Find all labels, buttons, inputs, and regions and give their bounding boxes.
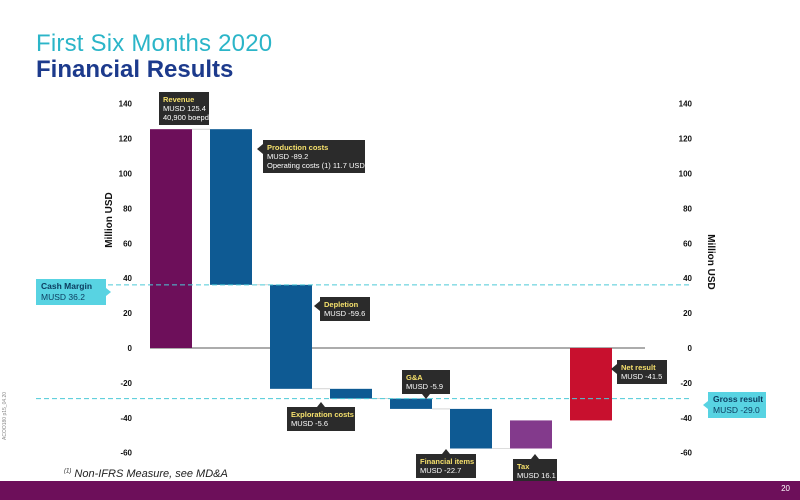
data-label-arrow [314, 301, 320, 311]
page-subtitle: First Six Months 2020 [36, 30, 273, 57]
bar-tax [510, 420, 552, 449]
data-label-value: MUSD -59.6 [324, 309, 365, 318]
data-label-arrow [611, 364, 617, 374]
data-label-value: MUSD -22.7 [420, 466, 461, 475]
ref-label-value: MUSD -29.0 [713, 405, 760, 415]
y-tick-right: 20 [683, 309, 692, 318]
y-tick-right: 120 [679, 135, 693, 144]
data-label-box-financial-items [416, 454, 476, 478]
data-label-value: MUSD 16.1 [517, 471, 556, 480]
data-label-box-depletion [320, 297, 370, 321]
data-label-value: Operating costs (1) 11.7 USD/boe [267, 161, 379, 170]
data-label-arrow [531, 454, 539, 459]
y-tick-right: -60 [680, 449, 692, 458]
data-label-title: Exploration costs [291, 410, 354, 419]
bar-production-costs [210, 129, 252, 285]
data-label-title: Production costs [267, 143, 328, 152]
footnote: (1) Non-IFRS Measure, see MD&A [64, 468, 228, 480]
data-label-title: Net result [621, 363, 656, 372]
y-tick-left: 140 [119, 100, 133, 109]
bar-exploration-costs [330, 388, 372, 399]
data-label-arrow [317, 402, 325, 407]
y-tick-right: 0 [688, 344, 693, 353]
data-label-arrow [422, 394, 430, 399]
bar-depletion [270, 284, 312, 389]
ref-label-title: Gross result [713, 394, 763, 404]
data-label-box-net-result [617, 360, 667, 384]
data-label-arrow [442, 449, 450, 454]
y-tick-left: 0 [128, 344, 133, 353]
y-axis-title-right: Million USD [705, 234, 716, 290]
ref-box-cash-margin [36, 279, 106, 305]
data-label-title: Tax [517, 462, 530, 471]
y-tick-left: 20 [123, 309, 132, 318]
data-label-arrow [257, 144, 263, 154]
data-label-value: MUSD -5.9 [406, 382, 443, 391]
y-tick-right: 60 [683, 239, 692, 248]
ref-box-gross-result [708, 392, 766, 418]
data-label-box-tax [513, 459, 557, 483]
bottom-bar: 20 [0, 481, 800, 500]
y-tick-left: 60 [123, 239, 132, 248]
data-label-value: 40,900 boepd [163, 113, 209, 122]
data-label-box-g-a [402, 370, 450, 394]
data-label-title: G&A [406, 373, 423, 382]
page-number: 20 [781, 484, 790, 493]
data-label-title: Revenue [163, 95, 194, 104]
page-title: Financial Results [36, 56, 234, 83]
y-tick-right: 100 [679, 170, 693, 179]
y-tick-left: 80 [123, 204, 132, 213]
footnote-marker: (1) [64, 468, 72, 475]
data-label-title: Depletion [324, 300, 359, 309]
bar-revenue [150, 129, 192, 348]
ref-box-arrow [703, 401, 708, 409]
y-tick-left: 100 [119, 170, 133, 179]
y-tick-left: 40 [123, 274, 132, 283]
data-label-box-exploration-costs [287, 407, 355, 431]
data-label-value: MUSD -5.6 [291, 419, 328, 428]
y-tick-left: -20 [120, 379, 132, 388]
bar-financial-items [450, 408, 492, 449]
y-tick-right: 80 [683, 204, 692, 213]
y-axis-title-left: Million USD [104, 192, 115, 248]
y-tick-left: 120 [119, 135, 133, 144]
bar-g-a [390, 398, 432, 409]
y-tick-left: -60 [120, 449, 132, 458]
ref-label-title: Cash Margin [41, 281, 92, 291]
data-label-box-production-costs [263, 140, 365, 173]
bar-net-result [570, 348, 612, 421]
y-tick-right: -40 [680, 414, 692, 423]
document-code: ACOO180 p15_04.20 [2, 391, 8, 440]
ref-box-arrow [106, 288, 111, 296]
data-label-title: Financial items [420, 457, 474, 466]
data-label-value: MUSD -41.5 [621, 372, 662, 381]
data-label-value: MUSD -89.2 [267, 152, 308, 161]
y-tick-right: 140 [679, 100, 693, 109]
data-label-value: MUSD 125.4 [163, 104, 206, 113]
y-tick-left: -40 [120, 414, 132, 423]
y-tick-right: 40 [683, 274, 692, 283]
ref-label-value: MUSD 36.2 [41, 292, 85, 302]
y-tick-right: -20 [680, 379, 692, 388]
data-label-box-revenue [159, 92, 209, 125]
footnote-text: Non-IFRS Measure, see MD&A [74, 468, 228, 480]
